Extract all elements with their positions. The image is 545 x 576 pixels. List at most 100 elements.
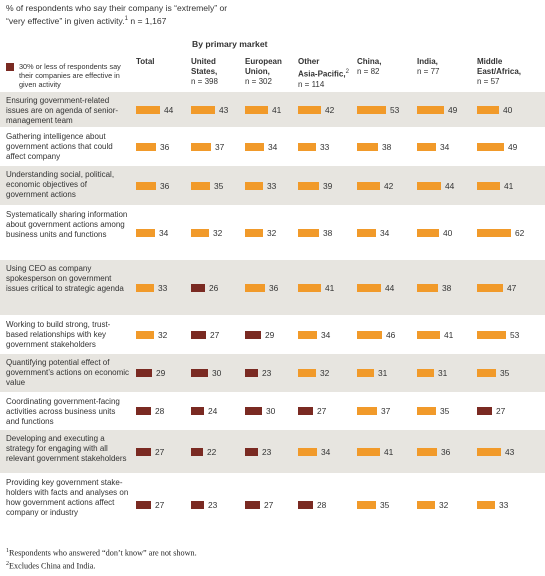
bar-value-label: 23	[262, 368, 272, 378]
bar	[191, 407, 204, 415]
bar-value-label: 27	[155, 500, 165, 510]
chart-row: Systematically sharing information about…	[0, 206, 545, 259]
by-primary-market-heading: By primary market	[192, 39, 268, 49]
bar-value-label: 33	[267, 181, 277, 191]
column-header-name: Other Asia-Pacific,	[298, 57, 346, 79]
bar	[191, 182, 210, 190]
footnote-2-marker: 2	[6, 560, 9, 567]
bar-value-label: 36	[160, 142, 170, 152]
column-header: Total	[136, 57, 204, 67]
bar-value-label: 23	[208, 500, 218, 510]
chart-row: Quantifying potential effect of governme…	[0, 354, 545, 392]
bar	[245, 448, 258, 456]
column-header: India, n = 77	[417, 57, 485, 77]
bar	[298, 106, 321, 114]
chart-row: Using CEO as company spokesperson on gov…	[0, 260, 545, 315]
bar	[357, 106, 386, 114]
footnote-2: 2Excludes China and India.	[6, 559, 197, 572]
bar-value-label: 34	[321, 330, 331, 340]
column-header-name: United States,	[191, 57, 218, 76]
bar-value-label: 32	[439, 500, 449, 510]
bar-value-label: 33	[499, 500, 509, 510]
column-header-name: China,	[357, 57, 382, 66]
bar	[417, 182, 441, 190]
bar-value-label: 28	[155, 406, 165, 416]
bar	[477, 407, 492, 415]
subtitle-line2: “very effective” in given activity.	[6, 15, 125, 26]
bar-value-label: 44	[164, 105, 174, 115]
bar-value-label: 24	[208, 406, 218, 416]
chart-subtitle: % of respondents who say their company i…	[6, 3, 306, 27]
bar	[357, 143, 378, 151]
column-header-n: n = 398	[191, 77, 218, 86]
bar-value-label: 42	[384, 181, 394, 191]
bar	[136, 448, 151, 456]
bar	[417, 407, 436, 415]
row-label: Ensuring government-related issues are o…	[6, 96, 119, 125]
bar-value-label: 34	[321, 447, 331, 457]
bar	[136, 331, 154, 339]
bar	[245, 229, 263, 237]
column-header-footnote-ref: 2	[345, 69, 349, 75]
column-header-n: n = 77	[417, 67, 440, 76]
bar	[136, 106, 160, 114]
column-header: European Union, n = 302	[245, 57, 313, 87]
column-header-n: n = 57	[477, 77, 500, 86]
bar	[136, 501, 151, 509]
bar-value-label: 44	[385, 283, 395, 293]
bar-value-label: 36	[441, 447, 451, 457]
column-header: Middle East/Africa, n = 57	[477, 57, 545, 87]
footnotes: 1Respondents who answered “don’t know” a…	[6, 546, 197, 571]
row-label: Understanding social, political, economi…	[6, 170, 115, 199]
bar-value-label: 47	[507, 283, 517, 293]
bar-value-label: 41	[444, 330, 454, 340]
row-label: Using CEO as company spokesperson on gov…	[6, 264, 124, 293]
bar-value-label: 33	[158, 283, 168, 293]
footnote-1-text: Respondents who answered “don’t know” ar…	[9, 548, 197, 558]
bar-value-label: 28	[317, 500, 327, 510]
bar	[357, 284, 381, 292]
chart-row: Ensuring government-related issues are o…	[0, 92, 545, 127]
bar	[245, 501, 260, 509]
row-label: Gathering intelligence about government …	[6, 132, 113, 161]
bar	[191, 143, 211, 151]
bar	[136, 143, 156, 151]
bar	[477, 106, 499, 114]
bar-value-label: 27	[496, 406, 506, 416]
bar	[298, 284, 321, 292]
footnote-1-marker: 1	[6, 548, 9, 554]
bar	[245, 143, 264, 151]
bar	[357, 448, 380, 456]
bar-value-label: 41	[504, 181, 514, 191]
column-header-name: Middle East/Africa,	[477, 57, 522, 76]
bar-value-label: 49	[448, 105, 458, 115]
column-header-name: European Union,	[245, 57, 282, 76]
bar	[136, 284, 154, 292]
bar-value-label: 32	[213, 228, 223, 238]
column-header-n: n = 302	[245, 77, 272, 86]
bar-value-label: 41	[384, 447, 394, 457]
bar	[298, 182, 319, 190]
bar	[357, 369, 374, 377]
bar	[191, 106, 215, 114]
column-header: China, n = 82	[357, 57, 425, 77]
row-label: Systematically sharing information about…	[6, 210, 128, 239]
bar	[191, 369, 208, 377]
bar-value-label: 40	[443, 228, 453, 238]
bar	[477, 182, 500, 190]
bar-value-label: 29	[156, 368, 166, 378]
chart-row: Working to build strong, trust-based rel…	[0, 316, 545, 353]
subtitle-footnote-ref: 1	[124, 16, 128, 22]
bar-value-label: 26	[209, 283, 219, 293]
bar	[357, 229, 376, 237]
bar-value-label: 27	[264, 500, 274, 510]
bar-value-label: 30	[266, 406, 276, 416]
bar	[298, 448, 317, 456]
bar	[298, 229, 319, 237]
bar	[417, 369, 434, 377]
bar	[245, 106, 268, 114]
bar-value-label: 27	[155, 447, 165, 457]
bar-value-label: 36	[160, 181, 170, 191]
bar-value-label: 35	[214, 181, 224, 191]
bar-value-label: 35	[500, 368, 510, 378]
